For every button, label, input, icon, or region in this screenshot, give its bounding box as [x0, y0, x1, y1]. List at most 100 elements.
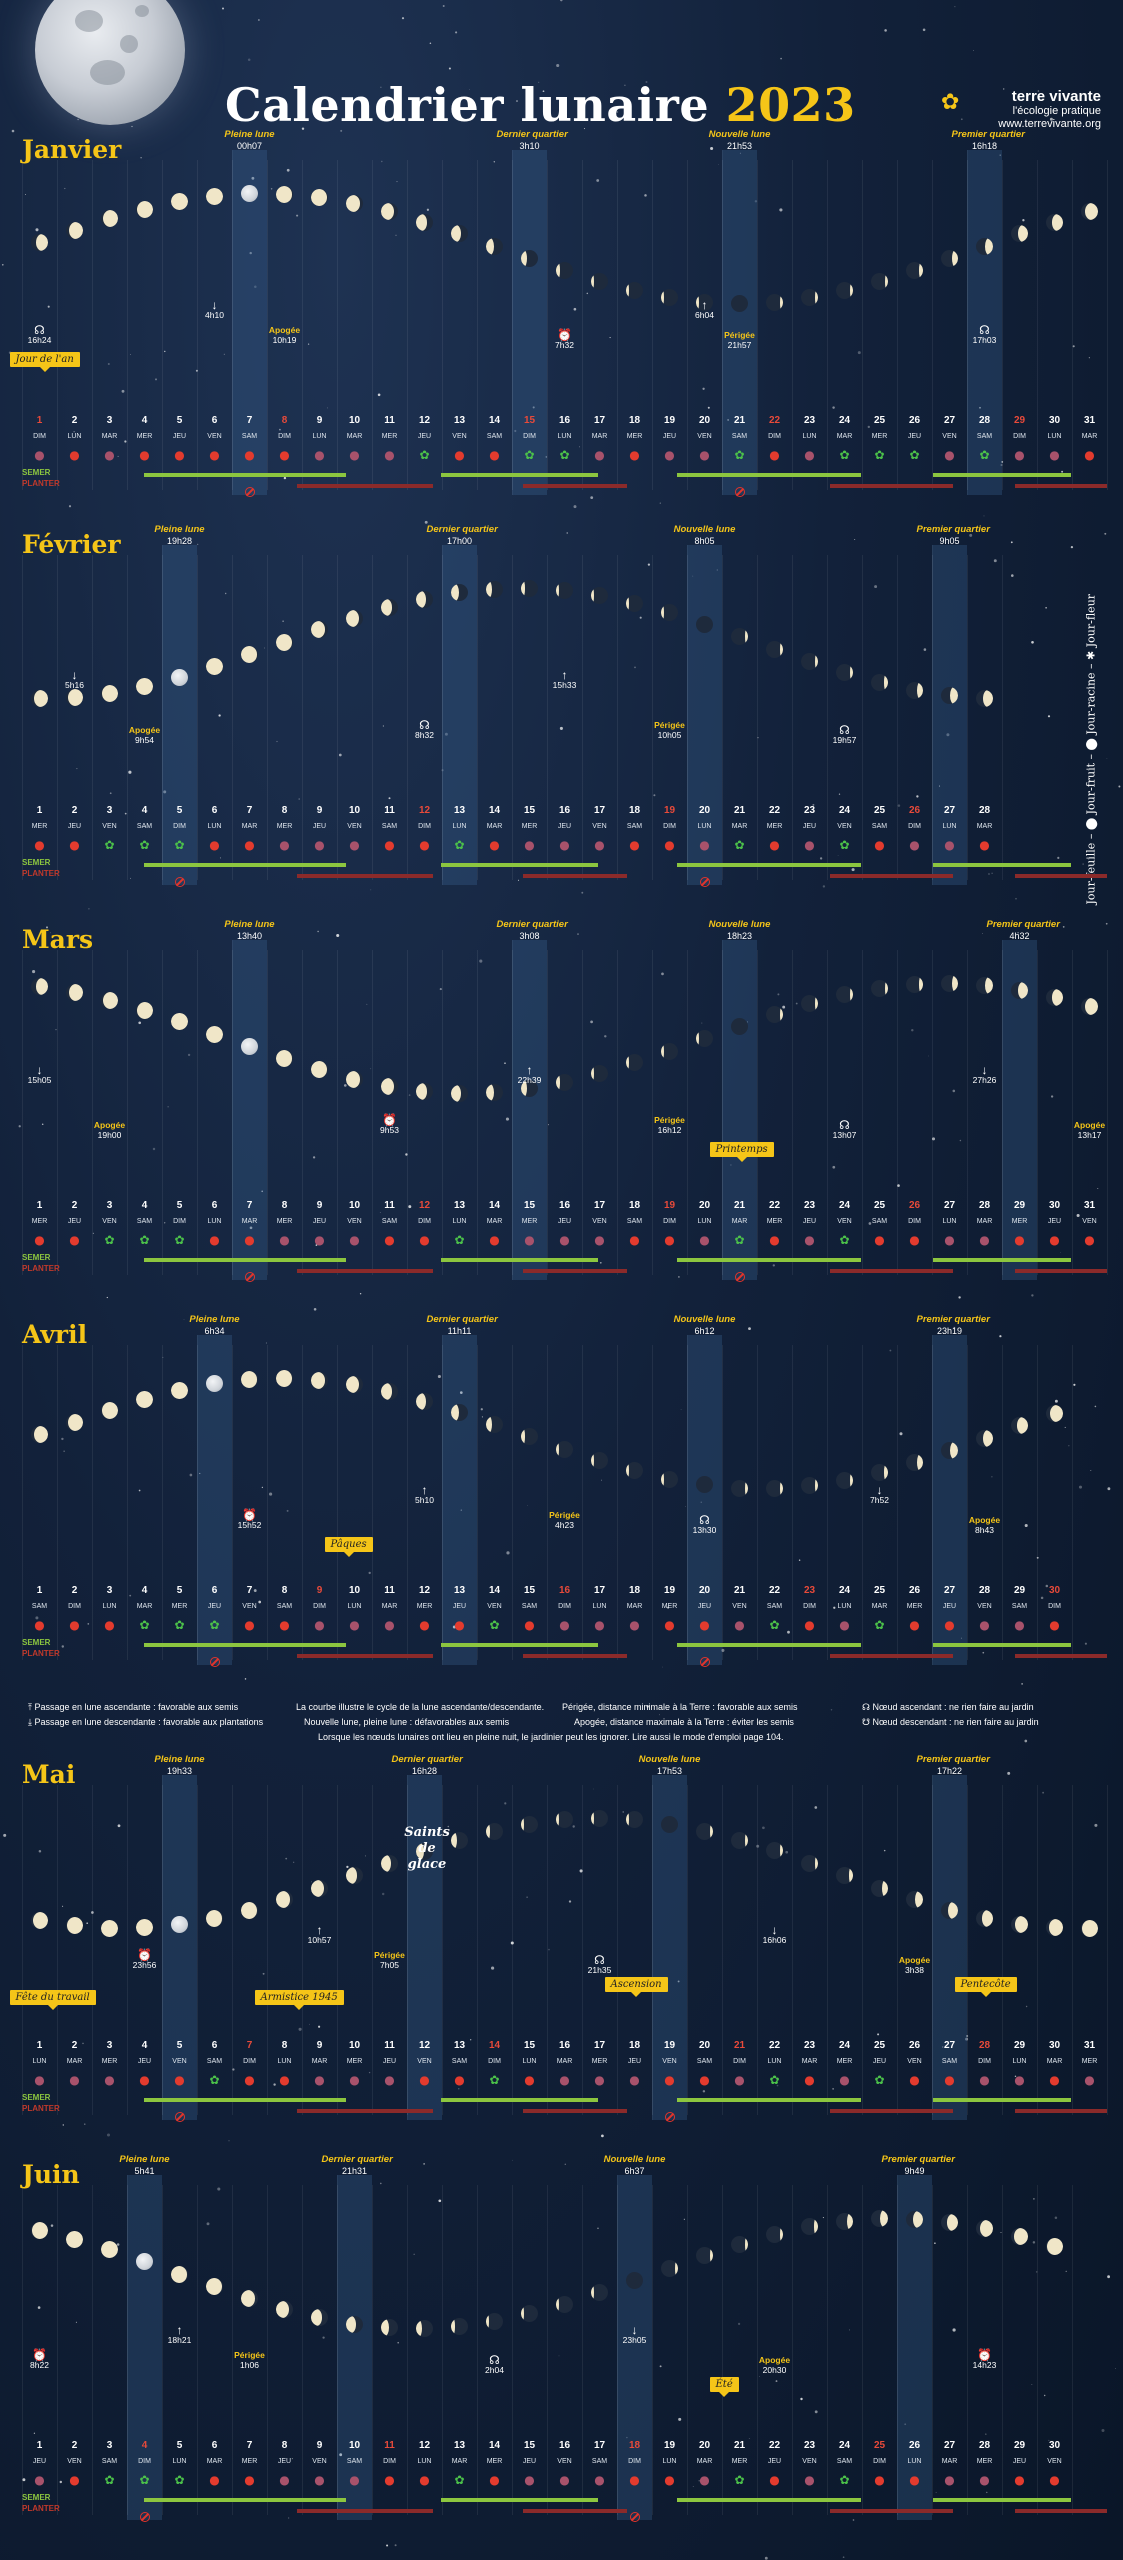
- no-sowing-icon: [244, 1272, 255, 1282]
- day-column-divider: [197, 1785, 198, 2115]
- star: [577, 933, 579, 936]
- moon-phase-icon: [416, 1842, 433, 1860]
- event-time: 10h19: [272, 335, 297, 345]
- planter-label: PLANTER: [22, 1649, 60, 1658]
- star: [780, 57, 782, 60]
- day-column-divider: [57, 950, 58, 1275]
- root-day-icon: ●: [349, 2073, 360, 2087]
- weekday-abbr: MER: [591, 2058, 608, 2065]
- fruit-day-icon: ●: [419, 1233, 430, 1247]
- planter-period-bar: [297, 484, 433, 488]
- star: [61, 1437, 64, 1441]
- star: [32, 970, 36, 974]
- moon-phase-icon: [311, 1061, 328, 1079]
- star: [218, 714, 221, 717]
- star: [982, 1651, 985, 1654]
- day-number: 14: [488, 415, 501, 426]
- phase-time: 18h23: [726, 931, 753, 941]
- phase-label: Pleine lune 6h34: [182, 1315, 248, 1337]
- moon-phase-icon: [766, 2225, 783, 2243]
- day-number: 29: [1013, 2040, 1026, 2051]
- astro-event: Apogée 19h00: [90, 1120, 130, 1140]
- star: [442, 5, 445, 7]
- phase-label: Premier quartier 16h18: [952, 130, 1025, 152]
- moon-phase-icon: [451, 584, 468, 602]
- star: [703, 1591, 706, 1594]
- star: [646, 1705, 649, 1708]
- astro-event: Apogée 8h43: [965, 1515, 1005, 1535]
- day-column-divider: [372, 950, 373, 1275]
- star: [644, 194, 647, 197]
- leaf-day-icon: ✿: [489, 1618, 500, 1632]
- moon-phase-icon: [206, 187, 223, 205]
- astro-event: Périgée 4h23: [545, 1510, 585, 1530]
- day-number: 27: [943, 2040, 956, 2051]
- star: [33, 2432, 36, 2434]
- weekday-abbr: MER: [766, 1218, 783, 1225]
- phase-time: 19h33: [166, 1766, 193, 1776]
- moon-phase-icon: [381, 2319, 398, 2337]
- moon-phase-icon: [661, 604, 678, 622]
- month-février: Février Pleine lune 19h28 Dernier quartier 1…: [0, 525, 1123, 920]
- moon-phase-icon: [136, 1919, 153, 1937]
- star: [366, 1003, 368, 1005]
- star: [819, 857, 823, 860]
- moon-lit-part: [416, 1082, 428, 1100]
- day-column-divider: [57, 2185, 58, 2515]
- day-column-divider: [862, 1345, 863, 1660]
- day-column-divider: [897, 2185, 898, 2515]
- star: [395, 234, 397, 236]
- planter-period-bar: [830, 874, 954, 878]
- phase-time: 4h32: [1009, 931, 1030, 941]
- holiday-tag: Jour de l'an: [9, 352, 80, 372]
- moon-phase-icon: [941, 2213, 958, 2231]
- weekday-abbr: VEN: [592, 823, 607, 830]
- star: [1101, 2428, 1105, 2433]
- moon-lit-part: [171, 2265, 188, 2283]
- day-number: 27: [943, 805, 956, 816]
- star: [76, 768, 78, 770]
- fruit-day-icon: ●: [629, 448, 640, 462]
- node-ascending-icon: ☊: [489, 2353, 500, 2367]
- moon-lit-part: [381, 599, 393, 617]
- semer-label: SEMER: [22, 858, 51, 867]
- weekday-abbr: SAM: [206, 2058, 223, 2065]
- day-column-divider: [127, 160, 128, 490]
- day-column-divider: [792, 160, 793, 490]
- day-number: 31: [1083, 1200, 1096, 1211]
- weekday-abbr: MER: [731, 2458, 748, 2465]
- star: [1042, 1791, 1044, 1794]
- weekday-abbr: MER: [241, 2458, 258, 2465]
- moon-phase-icon: [626, 594, 643, 612]
- phase-time: 00h07: [236, 141, 263, 151]
- star: [68, 505, 72, 508]
- day-column-divider: [232, 1345, 233, 1660]
- day-column-divider: [652, 160, 653, 490]
- star: [542, 90, 545, 93]
- moon-lit-part: [985, 976, 993, 994]
- root-day-icon: ●: [979, 2473, 990, 2487]
- moon-phase-icon: [451, 225, 468, 243]
- descending-arrow-icon: ↓: [631, 2323, 638, 2337]
- day-column-divider: [162, 950, 163, 1275]
- star: [364, 1855, 366, 1857]
- day-number: 12: [418, 415, 431, 426]
- day-column-divider: [232, 950, 233, 1275]
- day-number: 3: [106, 1200, 113, 1211]
- moon-lit-part: [916, 681, 923, 699]
- star: [261, 1190, 263, 1193]
- star: [106, 2133, 111, 2137]
- node-descending-icon: ⏰: [137, 1948, 152, 1962]
- star: [408, 1094, 411, 1096]
- fruit-day-icon: ●: [209, 2473, 220, 2487]
- planter-period-bar: [297, 2109, 433, 2113]
- root-day-icon: ●: [559, 1618, 570, 1632]
- day-column-divider: [582, 1785, 583, 2115]
- day-column-divider: [302, 1785, 303, 2115]
- moon-phase-icon: [451, 1831, 468, 1849]
- day-column-divider: [967, 2185, 968, 2515]
- day-number: 8: [281, 2040, 288, 2051]
- weekday-abbr: LUN: [207, 823, 222, 830]
- legend-desc-text: Passage en lune descendante : favorable …: [34, 1717, 264, 1727]
- day-column-divider: [337, 160, 338, 490]
